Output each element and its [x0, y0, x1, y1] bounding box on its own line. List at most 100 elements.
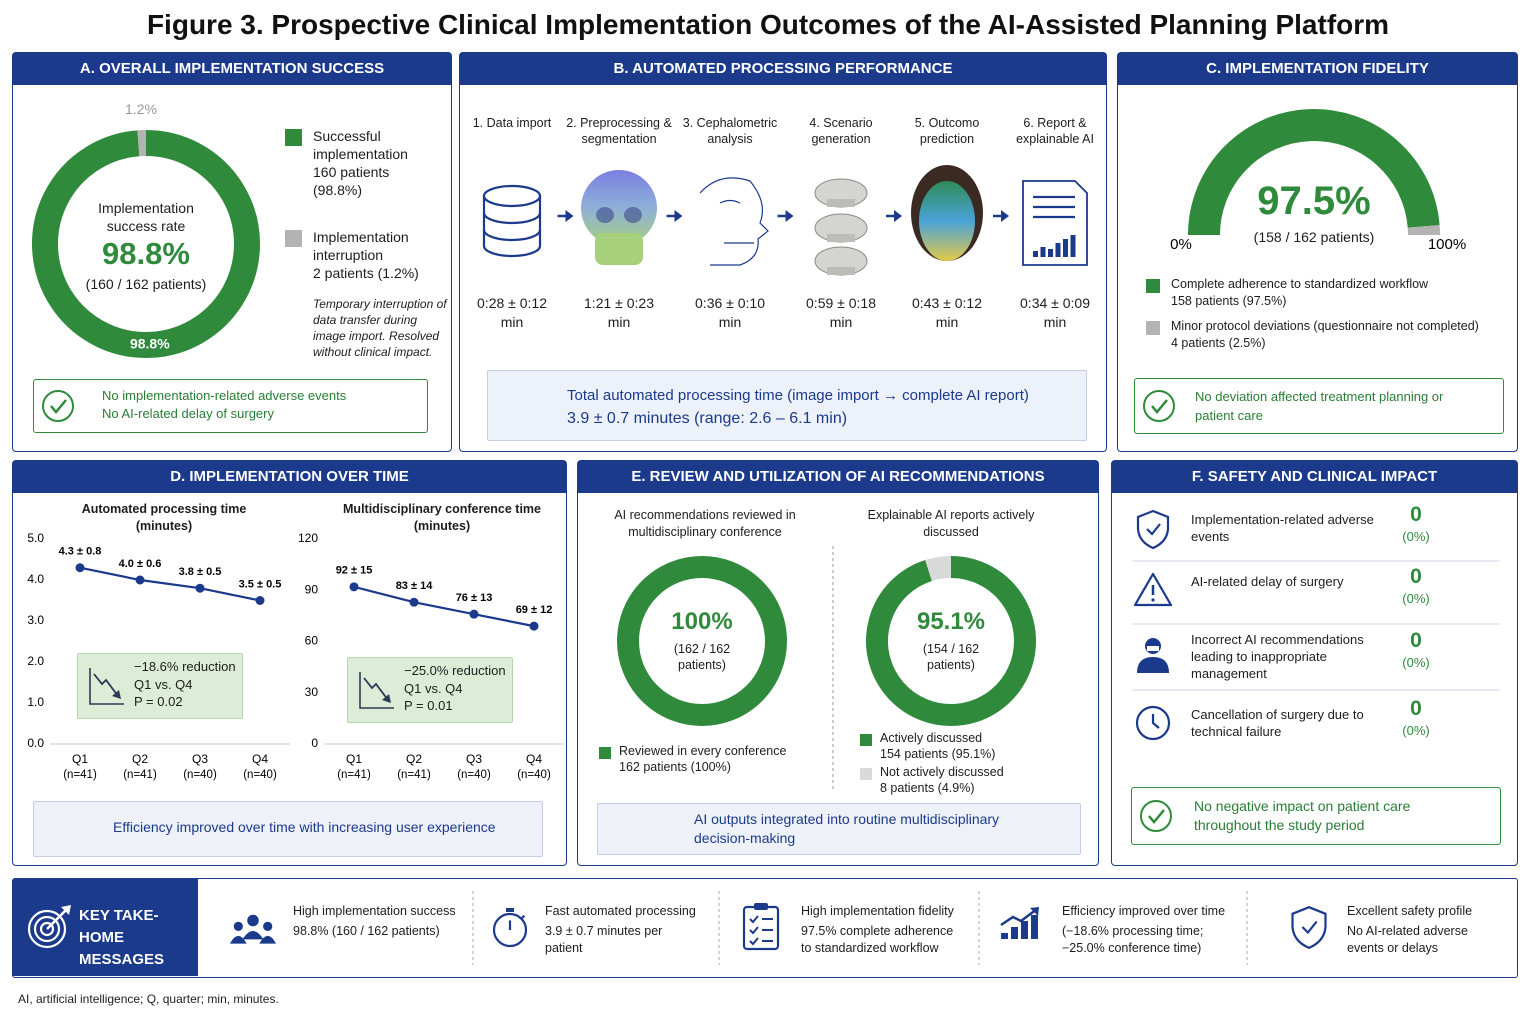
panel-heading: C. IMPLEMENTATION FIDELITY — [1118, 53, 1517, 85]
panel: F. SAFETY AND CLINICAL IMPACT Implementat… — [1111, 460, 1518, 866]
value-label: 76 ± 13 — [456, 592, 493, 604]
clock-icon — [1135, 705, 1171, 741]
center-title: Implementation success rate — [98, 200, 194, 234]
chart-title: AI recommendations reviewed in multidisc… — [614, 508, 796, 539]
donut-segment — [925, 556, 952, 582]
stopwatch-icon — [520, 914, 526, 920]
legend-swatch — [1146, 279, 1160, 293]
chart-title: Explainable AI reports actively discusse… — [867, 508, 1035, 539]
clipboard-icon — [754, 903, 768, 910]
x-tick-label: Q3 — [466, 752, 482, 766]
donut-segment — [866, 556, 1036, 726]
step-label: 4. Scenario generation — [809, 116, 873, 146]
x-tick-label: Q2 — [406, 752, 422, 766]
step-label: 6. Report & explainable AI — [1016, 116, 1094, 146]
chart-title: Multidisciplinary conference time (minut… — [343, 502, 541, 533]
graphic — [27, 891, 1327, 965]
y-tick-label: 0 — [311, 736, 318, 750]
trend-icon — [1030, 907, 1039, 916]
y-tick-label: 2.0 — [27, 654, 44, 668]
legend-swatch — [860, 768, 872, 780]
step-time: 0:43 ± 0:12 — [912, 295, 982, 311]
people-icon — [259, 935, 277, 944]
y-tick-label: 90 — [305, 582, 319, 596]
scenario-icon — [827, 234, 855, 242]
total-box — [487, 370, 1087, 441]
callout: No deviation affected treatment planning… — [1134, 378, 1504, 434]
flow-arrow — [785, 210, 794, 222]
legend-label: Actively discussed — [880, 731, 983, 745]
database-icon — [482, 196, 542, 258]
shield-icon — [1146, 523, 1161, 536]
x-tick-label: Q3 — [192, 752, 208, 766]
y-tick-label: 60 — [305, 634, 319, 648]
legend-detail: 8 patients (4.9%) — [880, 781, 975, 795]
step-label: 1. Data import — [472, 116, 552, 130]
panel-heading: D. IMPLEMENTATION OVER TIME — [13, 461, 566, 493]
data-point — [75, 563, 85, 573]
x-tick-label: Q1 — [346, 752, 362, 766]
graphic: 0% 100% — [1170, 109, 1466, 253]
x-tick-note: (n=41) — [123, 769, 157, 781]
y-tick-label: 4.0 — [27, 572, 44, 586]
gauge-segment — [1188, 109, 1440, 236]
row-label: AI-related delay of surgery — [1191, 574, 1344, 589]
report-icon — [1033, 251, 1038, 257]
step-time: 0:59 ± 0:18 — [806, 295, 876, 311]
legend-detail: 162 patients (100%) — [619, 760, 731, 774]
graphic — [359, 672, 394, 709]
data-point — [255, 596, 265, 605]
center-note: (154 / 162 patients) — [922, 642, 980, 672]
key-messages: KEY TAKE-HOME MESSAGES High implementatio… — [12, 878, 1518, 978]
value-label: 4.3 ± 0.8 — [59, 546, 102, 558]
legend-swatch — [1146, 321, 1160, 335]
panel: A. OVERALL IMPLEMENTATION SUCCESS 98.8% 1.… — [12, 52, 452, 452]
step-time: 0:34 ± 0:09 — [1020, 295, 1090, 311]
legend-label: Successful implementation — [313, 128, 408, 162]
row-value: 0 — [1410, 697, 1422, 720]
graphic — [482, 165, 1088, 426]
data-point — [195, 583, 205, 593]
x-tick-note: (n=41) — [63, 769, 97, 781]
people-icon — [233, 921, 243, 931]
message-title: Excellent safety profile — [1347, 904, 1473, 918]
step-label: 5. Outcomo prediction — [914, 116, 980, 146]
slice-label: 1.2% — [125, 101, 157, 117]
row-value: 0 — [1410, 503, 1422, 526]
skull-icon — [596, 207, 614, 223]
center-value: 98.8% — [102, 236, 190, 271]
panel: B. AUTOMATED PROCESSING PERFORMANCE 1. Da… — [459, 52, 1107, 452]
downtrend-icon — [112, 690, 121, 699]
row-percent: (0%) — [1402, 723, 1430, 738]
footer-box — [597, 803, 1081, 855]
downtrend-icon — [363, 677, 389, 701]
trend-icon — [1000, 908, 1038, 927]
x-tick-label: Q2 — [132, 752, 148, 766]
slice-label: 98.8% — [130, 336, 170, 352]
message-text: 97.5% complete adherence to standardized… — [801, 924, 954, 955]
report-icon — [1055, 243, 1061, 257]
graphic: 0.0 1.0 2.0 3.0 4.0 5.0 4.3 ± 0.8 Q1 (n=41) 4.0 ±… — [27, 531, 564, 847]
clipboard-icon — [749, 915, 759, 924]
target-icon — [27, 909, 67, 949]
message-title: High implementation success — [293, 904, 456, 918]
key-messages-heading: KEY TAKE-HOME MESSAGES — [79, 907, 165, 968]
note: Temporary interruption of data transfer … — [313, 297, 447, 359]
total-title: Total automated processing time (image i… — [567, 387, 1029, 404]
flow-arrow — [894, 210, 902, 222]
legend-detail: 160 patients (98.8%) — [313, 164, 390, 198]
value-label: 92 ± 15 — [336, 565, 373, 577]
panel: E. REVIEW AND UTILIZATION OF AI RECOMMEN… — [577, 460, 1099, 866]
footer-text: AI outputs integrated into routine multi… — [694, 811, 1000, 846]
callout: No negative impact on patient care throu… — [1131, 787, 1501, 845]
center-note: (158 / 162 patients) — [1253, 229, 1375, 245]
panel-heading: B. AUTOMATED PROCESSING PERFORMANCE — [460, 53, 1106, 85]
chart-title: Automated processing time (minutes) — [81, 502, 247, 533]
y-tick-label: 1.0 — [27, 695, 44, 709]
check-icon — [1151, 399, 1168, 414]
center-value: 97.5% — [1257, 179, 1371, 223]
figure-title: Figure 3. Prospective Clinical Implement… — [146, 9, 1390, 40]
flow-arrow — [565, 210, 574, 222]
panel-heading: F. SAFETY AND CLINICAL IMPACT — [1112, 461, 1517, 493]
